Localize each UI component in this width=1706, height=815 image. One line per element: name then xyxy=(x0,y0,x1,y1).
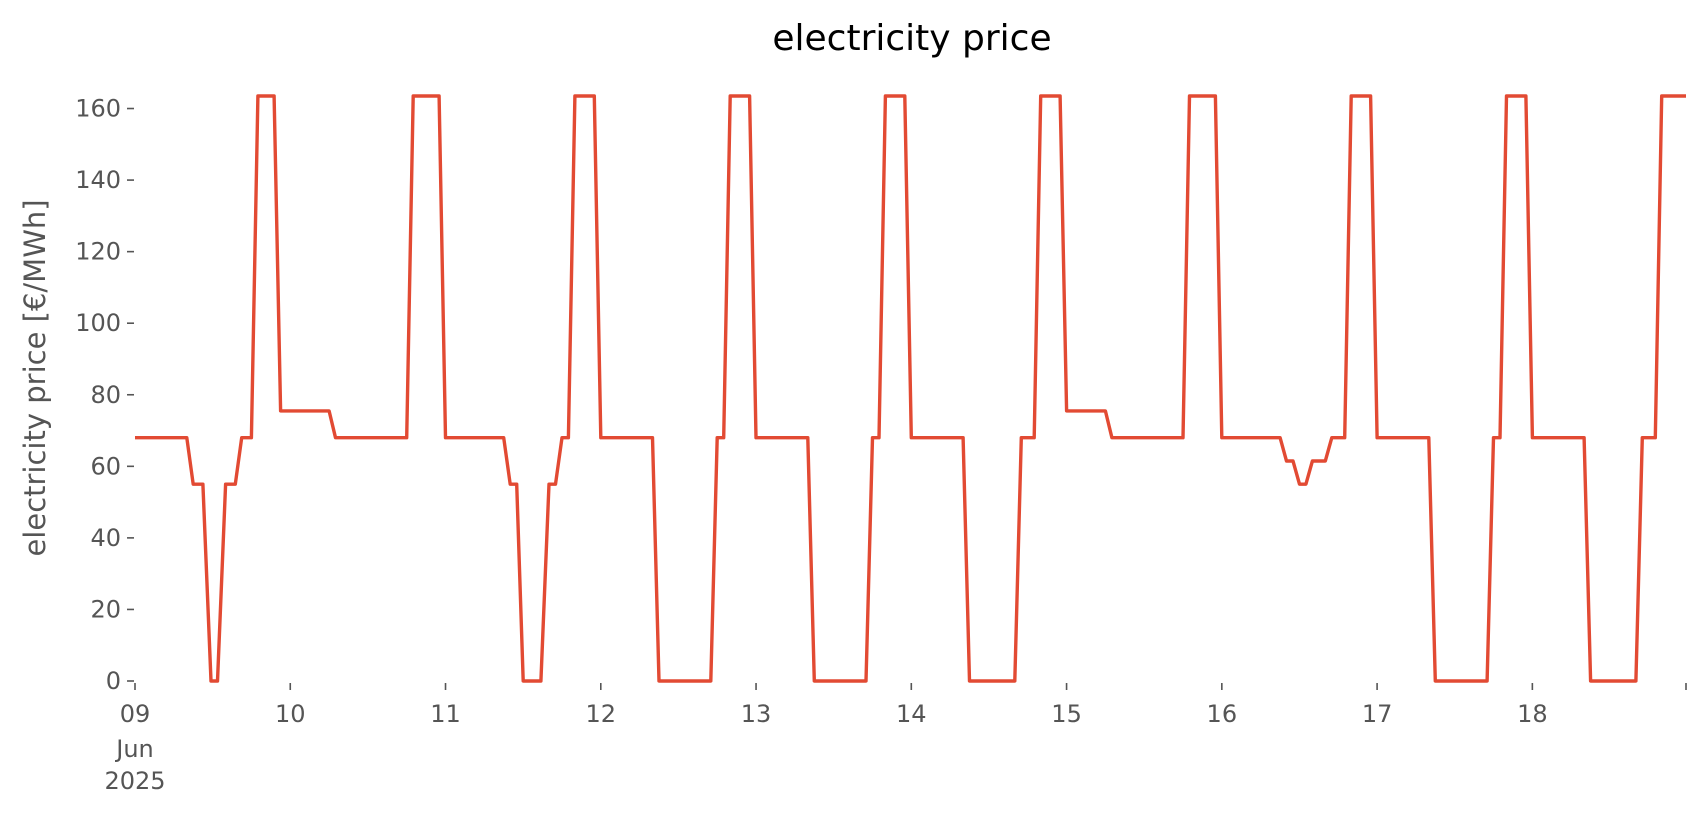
x-tick-label: 18 xyxy=(1517,700,1548,728)
x-tick-label: 09 xyxy=(120,700,151,728)
x-tick-label: 12 xyxy=(586,700,617,728)
chart-title: electricity price xyxy=(772,18,1051,59)
x-tick-label: 15 xyxy=(1051,700,1082,728)
y-tick-label: 20 xyxy=(90,595,121,623)
price-series-line xyxy=(135,94,1686,683)
y-tick-label: 40 xyxy=(90,524,121,552)
x-tick-label: 16 xyxy=(1207,700,1238,728)
y-tick-label: 140 xyxy=(75,166,121,194)
y-tick-label: 100 xyxy=(75,309,121,337)
x-tick-label: 17 xyxy=(1362,700,1393,728)
x-tick-label: 14 xyxy=(896,700,927,728)
x-tick-sublabel: 2025 xyxy=(104,767,165,795)
x-tick-label: 10 xyxy=(275,700,306,728)
y-tick-label: 120 xyxy=(75,238,121,266)
y-axis: 0 20 40 60 80 100 120 140 160 xyxy=(75,95,134,695)
plot-area xyxy=(135,94,1686,683)
y-tick-label: 160 xyxy=(75,95,121,123)
x-tick-sublabel: Jun xyxy=(114,735,154,763)
y-axis-label: electricity price [€/MWh] xyxy=(18,199,52,556)
x-axis: 09 Jun 2025 10 11 12 13 14 15 16 17 18 xyxy=(104,683,1687,795)
y-tick-label: 80 xyxy=(90,381,121,409)
y-tick-label: 60 xyxy=(90,452,121,480)
x-tick-label: 11 xyxy=(430,700,461,728)
y-tick-label: 0 xyxy=(106,667,121,695)
x-tick-label: 13 xyxy=(741,700,772,728)
